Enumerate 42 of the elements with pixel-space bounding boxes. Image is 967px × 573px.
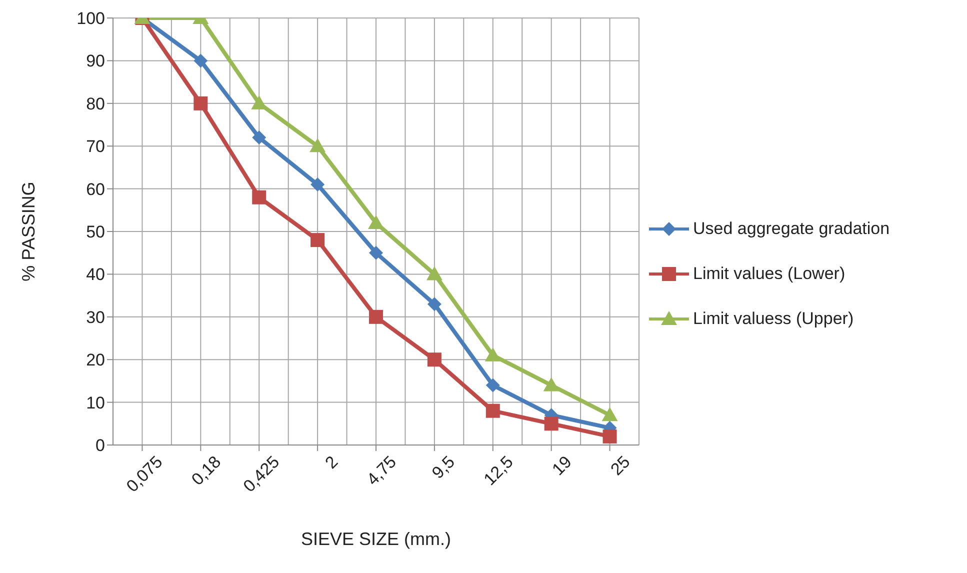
- x-axis-title: SIEVE SIZE (mm.): [300, 529, 452, 549]
- y-tick-label: 0: [96, 436, 105, 456]
- x-tick-label: 19: [548, 452, 576, 480]
- y-tick-label: 50: [86, 222, 105, 242]
- y-tick-label: 20: [86, 350, 105, 370]
- point: [427, 352, 442, 367]
- y-tick-label: 100: [76, 9, 105, 28]
- y-tick-label: 10: [86, 393, 105, 412]
- point: [194, 54, 208, 68]
- point: [194, 96, 208, 110]
- point: [543, 377, 560, 392]
- point: [310, 138, 326, 152]
- point: [544, 416, 558, 431]
- y-tick-label: 80: [86, 94, 105, 114]
- point: [426, 266, 442, 280]
- point: [368, 214, 384, 229]
- point: [252, 190, 266, 204]
- legend-label: Limit values (Lower): [693, 263, 846, 285]
- y-tick-label: 90: [86, 52, 105, 71]
- point: [369, 310, 383, 324]
- point: [602, 407, 618, 422]
- point: [310, 233, 325, 248]
- legend-label: Limit valuess (Upper): [693, 308, 854, 330]
- point: [310, 178, 325, 192]
- y-tick-label: 70: [86, 137, 105, 156]
- y-axis-title: % PASSING: [18, 182, 38, 282]
- y-tick-label: 60: [86, 180, 105, 199]
- point: [486, 378, 500, 392]
- point: [427, 297, 442, 312]
- y-tick-label: 40: [86, 265, 105, 284]
- point: [369, 246, 383, 260]
- x-tick-label: 2: [321, 452, 342, 472]
- x-tick-label: 9,5: [428, 452, 458, 482]
- x-tick-label: 4,75: [363, 452, 400, 490]
- x-tick-label: 0,18: [188, 452, 225, 490]
- point: [602, 429, 617, 444]
- x-tick-label: 25: [607, 452, 634, 480]
- point: [252, 130, 266, 145]
- point: [486, 404, 500, 418]
- y-tick-label: 30: [86, 308, 105, 327]
- point: [484, 347, 501, 362]
- legend-label: Used aggregate gradation: [693, 218, 890, 240]
